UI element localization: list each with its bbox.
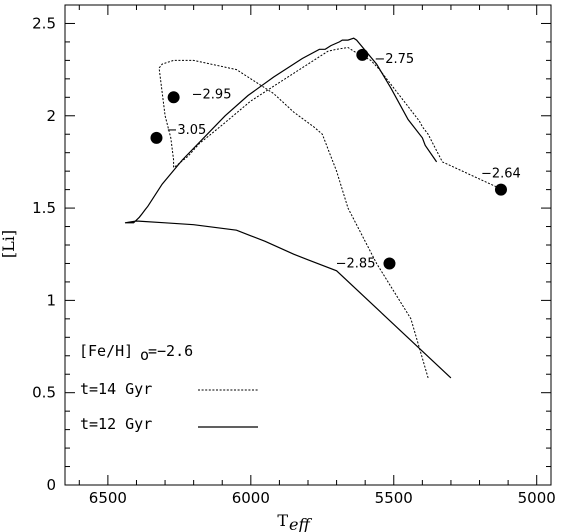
point-label: −2.75 (374, 52, 414, 67)
y-tick-label: 2 (46, 107, 56, 125)
point-label: −2.95 (192, 87, 232, 102)
x-tick-label: 5000 (518, 489, 556, 507)
y-tick-label: 1 (46, 291, 56, 309)
y-axis-title: [Li] (0, 230, 18, 258)
legend: [Fe/H] o =−2.6 t=14 Gyr t=12 Gyr (79, 342, 258, 433)
points-layer: −2.95 −3.05 −2.75 −2.64 −2.85 (150, 48, 521, 271)
point-label: −2.64 (481, 167, 521, 182)
data-point (383, 257, 396, 270)
legend-header-value: =−2.6 (148, 342, 193, 360)
y-tick-label: 0.5 (32, 384, 56, 402)
x-tick-label: 5500 (375, 489, 413, 507)
point-label: −3.05 (166, 123, 206, 138)
x-tick-label: 6000 (232, 489, 270, 507)
data-point (494, 183, 507, 196)
legend-header: [Fe/H] (79, 342, 133, 360)
axis-tick-labels: 6500 6000 5500 5000 0 0.5 1 1.5 2 2.5 (32, 14, 556, 507)
legend-header-subscript: o (140, 346, 149, 364)
series-layer (124, 37, 503, 379)
data-point (150, 131, 163, 144)
y-tick-label: 2.5 (32, 14, 56, 32)
axis-ticks (65, 5, 551, 486)
series-line-12gyr (124, 37, 452, 379)
plot-frame (64, 4, 552, 486)
x-axis-title: T (277, 511, 288, 530)
x-tick-label: 6500 (89, 489, 127, 507)
legend-label-12gyr: t=12 Gyr (80, 415, 152, 433)
data-point (356, 48, 369, 61)
legend-label-14gyr: t=14 Gyr (80, 380, 152, 398)
x-axis-title-subscript: eff (289, 515, 312, 532)
series-line-14gyr (158, 46, 503, 379)
point-label: −2.85 (336, 256, 376, 271)
data-point (167, 91, 180, 104)
y-tick-label: 0 (46, 476, 56, 494)
y-tick-label: 1.5 (32, 199, 56, 217)
